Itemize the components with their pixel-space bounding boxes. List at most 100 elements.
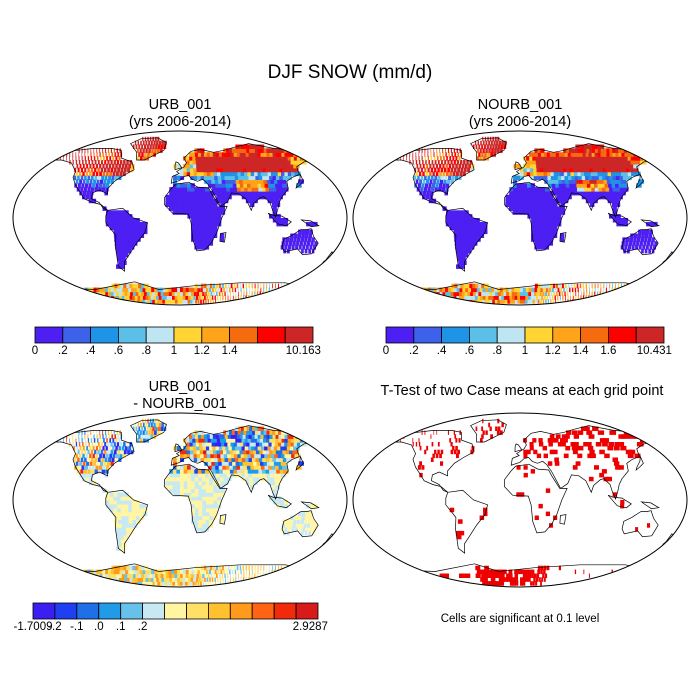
grid-cell	[258, 577, 261, 582]
grid-cell	[482, 577, 488, 582]
grid-cell	[546, 171, 552, 177]
grid-cell	[638, 229, 642, 235]
grid-cell	[55, 573, 64, 578]
grid-cell	[218, 291, 221, 296]
colorbar-tick-label: -.2	[48, 621, 62, 633]
grid-cell	[449, 299, 457, 304]
grid-cell	[430, 190, 434, 196]
grid-cell	[241, 299, 244, 304]
grid-cell	[81, 581, 91, 586]
grid-cell	[117, 233, 123, 238]
grid-cell	[442, 148, 444, 153]
grid-cell	[496, 148, 500, 153]
grid-cell	[508, 569, 513, 575]
grid-cell	[259, 190, 265, 196]
grid-cell	[624, 245, 628, 250]
grid-cell	[265, 449, 272, 455]
grid-cell	[169, 198, 174, 204]
grid-cell	[451, 152, 453, 157]
grid-cell	[490, 295, 496, 300]
grid-cell	[538, 202, 543, 207]
grid-cell	[74, 577, 83, 582]
grid-cell	[289, 519, 294, 524]
grid-cell	[213, 484, 218, 489]
grid-cell	[209, 496, 214, 501]
grid-cell	[493, 140, 496, 146]
grid-cell	[627, 171, 634, 177]
grid-cell	[278, 465, 284, 470]
grid-cell	[105, 221, 111, 227]
grid-cell	[492, 136, 495, 142]
grid-cell	[274, 171, 280, 177]
grid-cell	[286, 519, 290, 524]
grid-cell	[77, 291, 86, 296]
grid-cell	[207, 461, 213, 466]
grid-cell	[275, 183, 281, 188]
grid-cell	[587, 453, 593, 459]
grid-cell	[198, 245, 202, 250]
coastline-uk	[174, 443, 183, 453]
grid-cell	[154, 287, 159, 293]
grid-cell	[117, 152, 120, 157]
grid-cell	[575, 163, 581, 169]
grid-cell	[117, 507, 122, 513]
grid-cell	[251, 457, 258, 462]
grid-cell	[195, 442, 200, 447]
grid-cell	[141, 291, 147, 296]
grid-cell	[77, 465, 81, 470]
grid-cell	[248, 175, 254, 180]
grid-cell	[527, 198, 532, 204]
grid-cell	[183, 469, 188, 474]
grid-cell	[512, 202, 517, 207]
grid-cell	[523, 202, 528, 207]
grid-cell	[542, 160, 547, 165]
grid-cell	[123, 442, 126, 447]
grid-cell	[73, 163, 75, 169]
grid-cell	[287, 527, 291, 532]
colorbar-box	[207, 602, 231, 620]
grid-cell	[560, 171, 566, 177]
grid-cell	[549, 233, 554, 238]
grid-cell	[251, 434, 258, 439]
grid-cell	[282, 569, 285, 575]
grid-cell	[520, 577, 524, 582]
grid-cell	[136, 569, 142, 575]
grid-cell	[470, 449, 474, 455]
grid-cell	[213, 206, 218, 211]
grid-cell	[600, 179, 606, 184]
coastline-namerica	[389, 430, 475, 493]
grid-cell	[583, 442, 589, 447]
grid-cell	[430, 148, 432, 153]
grid-cell	[217, 442, 223, 447]
grid-cell	[288, 241, 293, 246]
grid-cell	[421, 430, 423, 435]
grid-cell	[454, 241, 460, 246]
grid-cell	[280, 472, 286, 478]
grid-cell	[540, 565, 544, 571]
grid-cell	[606, 156, 613, 161]
grid-cell	[272, 291, 275, 296]
grid-cell	[602, 442, 608, 447]
grid-cell	[567, 291, 569, 296]
grid-cell	[227, 565, 230, 571]
grid-cell	[203, 569, 206, 575]
grid-cell	[210, 299, 212, 304]
grid-cell	[180, 295, 184, 300]
grid-cell	[277, 472, 283, 478]
grid-cell	[454, 434, 457, 439]
grid-cell	[569, 167, 575, 173]
grid-cell	[260, 461, 266, 466]
grid-cell	[107, 461, 111, 466]
grid-cell	[429, 179, 433, 184]
grid-cell	[502, 287, 507, 293]
grid-cell	[582, 167, 588, 173]
grid-cell	[102, 445, 105, 451]
grid-cell	[480, 156, 483, 161]
grid-cell	[479, 569, 485, 575]
grid-cell	[214, 577, 216, 582]
grid-cell	[247, 445, 254, 451]
grid-cell	[199, 445, 204, 451]
grid-cell	[265, 469, 271, 474]
grid-cell	[249, 442, 255, 447]
grid-cell	[216, 476, 221, 482]
